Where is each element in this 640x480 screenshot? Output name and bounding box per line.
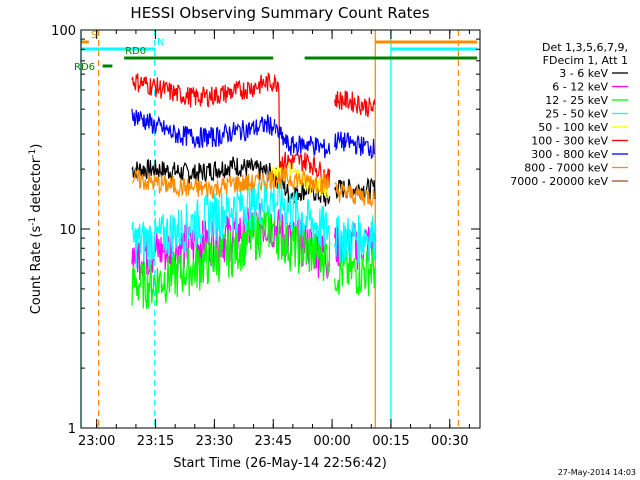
flag-label: S [91, 30, 97, 41]
y-axis-label-part-2: detector [29, 157, 44, 217]
legend-entry-label: 100 - 300 keV [531, 135, 608, 148]
x-tick-label: 23:00 [78, 434, 115, 449]
y-tick-label: 10 [59, 223, 76, 238]
y-axis-label-exponent-2: -1 [28, 149, 38, 158]
y-axis-label: Count Rate (s-1 detector-1) [28, 144, 44, 315]
flag-label: RD6 [74, 62, 95, 73]
legend-entry-label: 25 - 50 keV [545, 108, 608, 121]
x-tick-label: 23:45 [255, 434, 292, 449]
legend-entry-label: 800 - 7000 keV [524, 162, 608, 175]
legend-entry-label: 12 - 25 keV [545, 94, 608, 107]
x-tick-label: 00:15 [372, 434, 409, 449]
x-axis: 23:00 23:15 23:30 23:45 00:00 00:15 00:30 [78, 30, 470, 449]
y-axis-label-exponent-1: -1 [28, 217, 38, 226]
legend-entry-label: 6 - 12 keV [552, 81, 608, 94]
series-line [131, 108, 376, 160]
legend-entry-label: 300 - 800 keV [531, 148, 608, 161]
legend-header-line-1: Det 1,3,5,6,7,9, [542, 41, 628, 54]
legend-entry-label: 7000 - 20000 keV [510, 175, 608, 188]
series-line [131, 72, 376, 188]
flag-label: RD0 [125, 46, 146, 57]
series-line [131, 180, 376, 269]
x-tick-label: 23:15 [137, 434, 174, 449]
footer-timestamp: 27-May-2014 14:03 [558, 468, 636, 477]
series-line [131, 205, 376, 310]
y-axis: 1 10 100 [51, 24, 480, 437]
legend-entry-label: 50 - 100 keV [538, 121, 608, 134]
chart-title: HESSI Observing Summary Count Rates [130, 4, 429, 22]
x-axis-label: Start Time (26-May-14 22:56:42) [173, 456, 387, 471]
y-tick-label: 1 [68, 422, 76, 437]
attenuator-flags: S N RD0 RD6 [74, 30, 478, 73]
legend-entry-label: 3 - 6 keV [559, 67, 608, 80]
y-tick-label: 100 [51, 24, 76, 39]
x-tick-label: 00:30 [431, 434, 468, 449]
y-axis-label-close: ) [29, 144, 44, 149]
x-tick-label: 23:30 [196, 434, 233, 449]
flag-label: N [157, 37, 164, 48]
legend-header-line-2: FDecim 1, Att 1 [543, 54, 628, 67]
y-axis-label-part-1: Count Rate (s [29, 226, 44, 315]
series-line [132, 167, 376, 208]
x-tick-label: 00:00 [313, 434, 350, 449]
series-lines [131, 72, 376, 310]
